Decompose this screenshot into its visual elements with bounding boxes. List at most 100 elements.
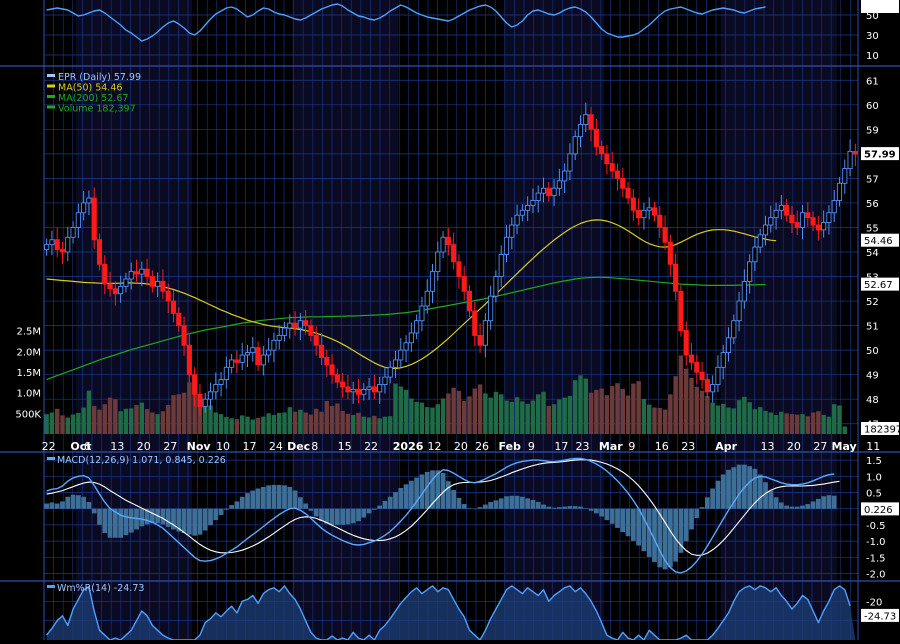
volume-bar — [60, 415, 65, 434]
macd-histogram-bar — [97, 508, 102, 525]
x-tick-label: 20 — [454, 440, 468, 453]
volume-bar — [414, 401, 419, 434]
candle — [414, 320, 420, 334]
candle — [683, 330, 689, 356]
candle — [366, 386, 372, 390]
volume-bar — [747, 402, 752, 434]
volume-bar — [287, 407, 293, 434]
macd-histogram-bar — [593, 508, 599, 514]
candle — [308, 325, 314, 336]
macd-histogram-bar — [620, 508, 626, 533]
volume-bar — [456, 391, 462, 434]
volume-bar — [139, 402, 145, 434]
volume-bar — [102, 404, 108, 434]
macd-histogram-bar — [171, 508, 176, 530]
value-box-label: 57.99 — [864, 150, 896, 161]
volume-bar — [694, 386, 700, 434]
volume-bar — [118, 411, 123, 434]
candle — [678, 290, 684, 331]
macd-legend: MACD(12,26,9) 1.071, 0.845, 0.226 — [57, 455, 226, 466]
volume-bar — [789, 414, 795, 434]
macd-histogram-bar — [102, 508, 108, 534]
volume-bar — [599, 388, 604, 434]
volume-bar — [366, 417, 372, 434]
candle — [260, 354, 266, 366]
volume-bar — [842, 426, 848, 434]
macd-histogram-bar — [398, 487, 404, 509]
macd-histogram-bar — [720, 474, 726, 509]
candle — [530, 200, 536, 206]
candle — [213, 384, 219, 393]
x-tick-label: 9 — [628, 440, 635, 453]
macd-histogram-bar — [414, 477, 420, 509]
macd-histogram-bar — [710, 488, 716, 509]
volume-bar — [837, 405, 842, 434]
candle — [86, 197, 92, 204]
macd-histogram-bar — [525, 498, 531, 509]
candle — [604, 153, 610, 165]
macd-histogram-bar — [493, 500, 499, 509]
candle — [630, 197, 636, 211]
macd-histogram-bar — [408, 480, 414, 509]
macd-histogram-bar — [726, 469, 731, 509]
y-tick-label: 55 — [866, 223, 879, 234]
volume-bar — [382, 416, 388, 434]
macd-histogram-bar — [250, 490, 256, 509]
volume-bar — [187, 382, 192, 434]
volume-bar — [144, 409, 150, 434]
volume-bar — [816, 411, 821, 434]
candle — [831, 200, 837, 214]
candle — [699, 371, 705, 381]
macd-histogram-bar — [329, 508, 335, 525]
volume-bar — [588, 392, 594, 434]
x-tick-label: Oct — [70, 440, 91, 453]
x-tick-label: 27 — [163, 440, 177, 453]
macd-histogram-bar — [192, 508, 198, 536]
candle — [144, 268, 150, 277]
macd-histogram-bar — [699, 507, 705, 509]
volume-bar — [646, 404, 652, 434]
volume-bar — [440, 398, 446, 434]
value-box — [861, 608, 899, 622]
x-tick-label: 9 — [528, 440, 535, 453]
volume-bar — [689, 377, 694, 434]
macd-histogram-bar — [271, 484, 277, 509]
macd-histogram-bar — [112, 508, 118, 538]
y-tick-label: 54 — [866, 248, 879, 259]
macd-histogram-bar — [197, 508, 203, 535]
candle — [562, 170, 568, 182]
macd-histogram-bar — [239, 496, 245, 509]
candle — [773, 209, 779, 219]
macd-histogram-bar — [673, 508, 679, 562]
candle — [572, 136, 578, 155]
candle — [49, 239, 55, 246]
candle — [540, 187, 547, 194]
candle — [297, 320, 303, 329]
candle — [657, 214, 663, 228]
candle — [461, 276, 467, 292]
macd-histogram-bar — [292, 490, 298, 509]
candle — [192, 374, 198, 395]
candle — [424, 290, 430, 307]
candle — [789, 214, 795, 224]
volume-bar — [107, 397, 113, 434]
volume-tick-label: 500K — [15, 409, 41, 420]
volume-bar — [794, 414, 800, 434]
volume-bar — [409, 398, 414, 434]
candle — [186, 344, 192, 376]
macd-histogram-bar — [477, 507, 483, 509]
volume-bar — [134, 405, 139, 434]
legend-entry: MA(50) 54.46 — [58, 83, 122, 94]
volume-bar — [128, 408, 134, 434]
volume-bar — [467, 396, 472, 434]
candle — [371, 386, 377, 393]
x-tick-label: 27 — [813, 440, 827, 453]
x-tick-label: 13 — [761, 440, 775, 453]
candle — [118, 285, 124, 295]
macd-histogram-bar — [731, 467, 737, 509]
macd-histogram-bar — [535, 501, 541, 509]
candle — [667, 241, 673, 265]
volume-bar — [155, 414, 160, 434]
x-tick-label: 26 — [475, 440, 489, 453]
